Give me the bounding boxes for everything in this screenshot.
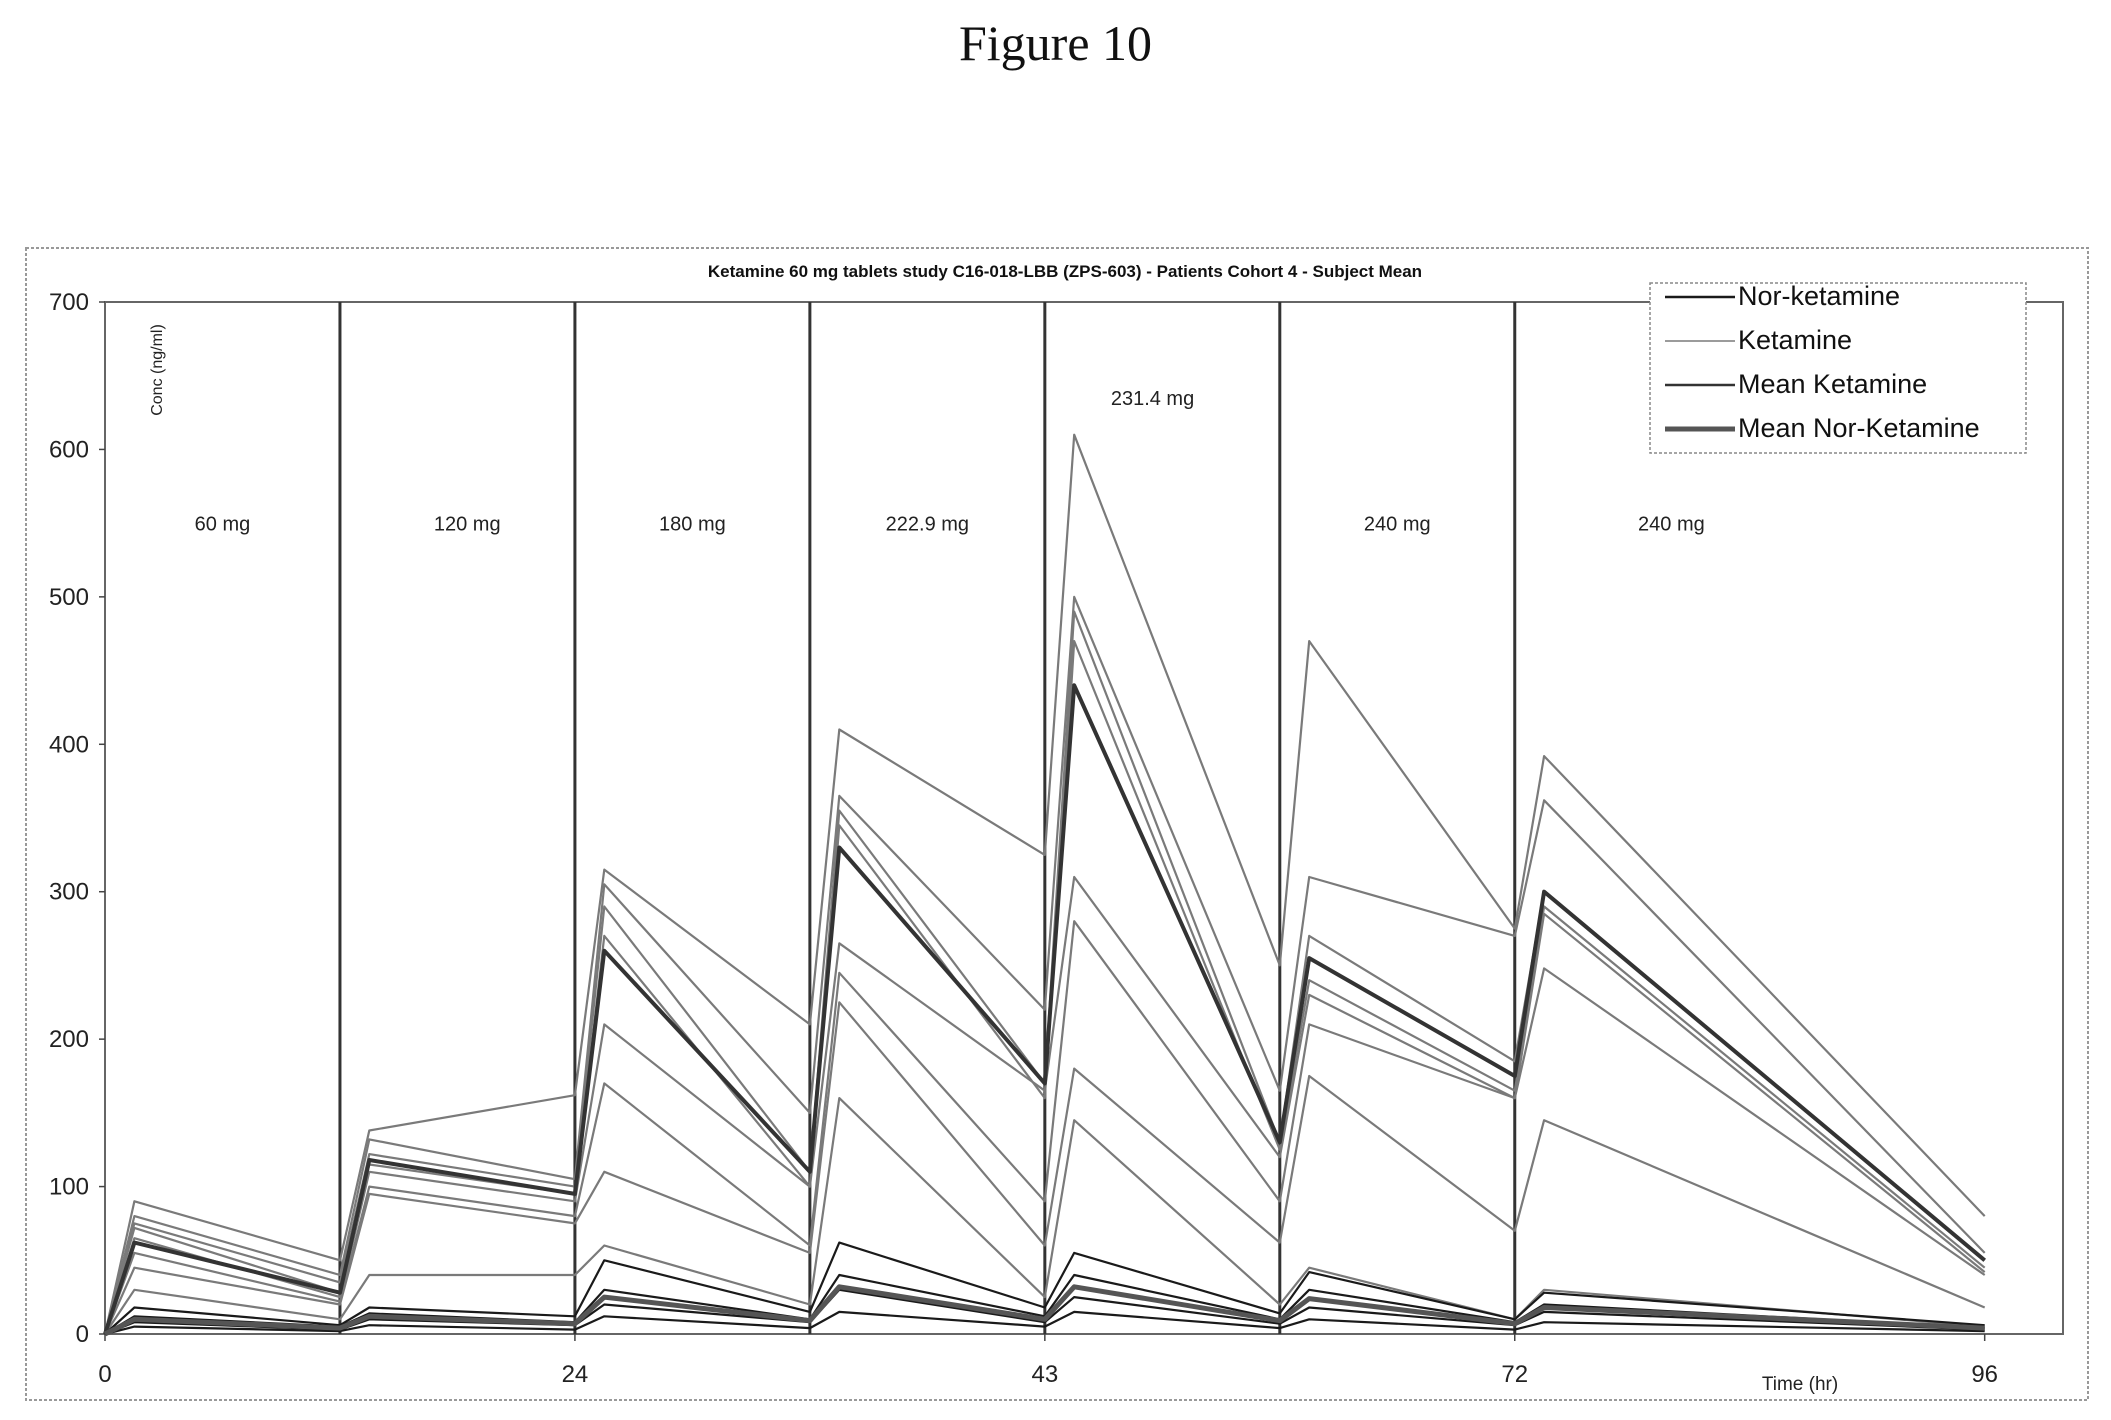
dose-label-1: 120 mg [434, 514, 501, 536]
series-line-ketamine-1 [103, 595, 1986, 1335]
plot-area [104, 301, 2064, 1335]
dose-dividers [338, 302, 1517, 1334]
y-tick-label-1: 100 [49, 1174, 89, 1201]
dose-label-4: 231.4 mg [1111, 388, 1194, 410]
series-line-ketamine-5 [103, 920, 1986, 1335]
dose-label-0: 60 mg [195, 514, 251, 536]
series-line-ketamine-7 [104, 1096, 1985, 1335]
y-axis-ticks: 0 100 200 300 400 500 600 700 [49, 289, 105, 1348]
series-line-ketamine-6 [103, 1001, 1986, 1335]
series-line-nor-ketamine-11 [104, 1310, 1985, 1336]
y-tick-label-4: 400 [49, 731, 89, 758]
series-line-ketamine-0 [103, 433, 1986, 1335]
dose-label-5: 240 mg [1364, 514, 1431, 536]
chart-outer-frame [25, 247, 2089, 1401]
y-tick-label-6: 600 [49, 436, 89, 463]
legend-box [1649, 282, 2027, 454]
x-tick-label-2: 43 [1031, 1361, 1058, 1388]
series-line-mean-ketamine-12 [103, 683, 1986, 1335]
legend-label-2: Mean Ketamine [1738, 369, 1927, 399]
series-line-mean-nor-ketamine-13 [103, 1284, 1985, 1337]
y-tick-label-5: 500 [49, 584, 89, 611]
figure-caption: Figure 10 [958, 15, 1153, 71]
y-axis-label: Conc (ng/ml) [149, 324, 166, 416]
chart-title: Ketamine 60 mg tablets study C16-018-LBB… [708, 262, 1422, 281]
x-tick-label-0: 0 [98, 1361, 111, 1388]
y-tick-label-2: 200 [49, 1026, 89, 1053]
y-tick-label-3: 300 [49, 879, 89, 906]
legend-label-0: Nor-ketamine [1738, 281, 1900, 311]
x-axis-label: Time (hr) [1762, 1374, 1838, 1395]
dose-label-6: 240 mg [1638, 514, 1705, 536]
dose-labels: 60 mg 120 mg 180 mg 222.9 mg 231.4 mg 240 mg 2… [195, 388, 1705, 535]
legend-label-3: Mean Nor-Ketamine [1738, 413, 1980, 443]
series-layer [103, 433, 1986, 1337]
x-tick-label-4: 96 [1971, 1361, 1998, 1388]
dose-label-3: 222.9 mg [886, 514, 969, 536]
legend-label-1: Ketamine [1738, 325, 1852, 355]
x-tick-label-1: 24 [562, 1361, 589, 1388]
x-tick-label-3: 72 [1501, 1361, 1528, 1388]
legend: Nor-ketamine Ketamine Mean Ketamine Mean No… [1649, 281, 2027, 454]
x-axis-ticks: 0 24 43 72 96 [98, 1334, 1998, 1388]
y-tick-label-7: 700 [49, 289, 89, 316]
dose-label-2: 180 mg [659, 514, 726, 536]
y-tick-label-0: 0 [76, 1321, 89, 1348]
series-line-nor-ketamine-8 [104, 1241, 1985, 1335]
